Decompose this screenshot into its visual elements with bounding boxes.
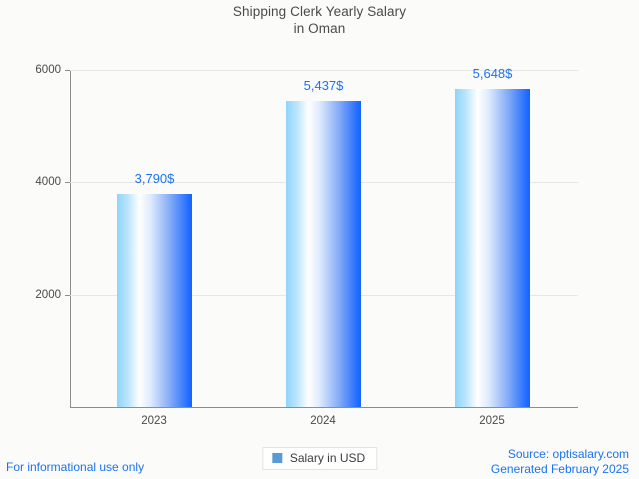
y-axis-line xyxy=(70,70,71,408)
generated-date-text: Generated February 2025 xyxy=(490,462,629,476)
chart-title-line-2: in Oman xyxy=(293,21,346,36)
x-tick-label-2024: 2024 xyxy=(310,415,336,427)
source-text: Source: optisalary.com xyxy=(507,447,629,461)
y-tick-mark-4000 xyxy=(65,182,70,183)
gridline-6000: 6000 xyxy=(35,64,578,76)
plot-area: 6000 4000 2000 3,790$ 5,437$ 5,648$ 2023… xyxy=(35,64,578,427)
y-tick-label-4000: 4000 xyxy=(35,176,61,188)
disclaimer-text: For informational use only xyxy=(6,460,145,474)
legend-swatch-icon xyxy=(271,453,282,463)
bar-2025[interactable]: 5,648$ xyxy=(455,66,530,407)
chart-title-line-1: Shipping Clerk Yearly Salary xyxy=(232,4,407,19)
bar-2023[interactable]: 3,790$ xyxy=(117,171,192,407)
x-axis-line xyxy=(70,407,578,408)
y-tick-label-6000: 6000 xyxy=(35,64,61,76)
y-tick-mark-6000 xyxy=(65,70,70,71)
x-tick-label-2025: 2025 xyxy=(479,415,505,427)
y-tick-mark-2000 xyxy=(65,295,70,296)
y-tick-label-2000: 2000 xyxy=(35,289,61,301)
bar-value-2023: 3,790$ xyxy=(134,171,175,186)
chart-legend[interactable]: Salary in USD xyxy=(261,447,378,470)
chart-title: Shipping Clerk Yearly Salary in Oman xyxy=(0,3,639,37)
legend-item-label: Salary in USD xyxy=(289,451,366,465)
bar-2024[interactable]: 5,437$ xyxy=(286,78,361,407)
source-attribution: Source: optisalary.com Generated Februar… xyxy=(491,447,629,477)
bar-value-2024: 5,437$ xyxy=(303,78,344,93)
x-tick-label-2023: 2023 xyxy=(141,415,167,427)
bar-value-2025: 5,648$ xyxy=(472,66,513,81)
